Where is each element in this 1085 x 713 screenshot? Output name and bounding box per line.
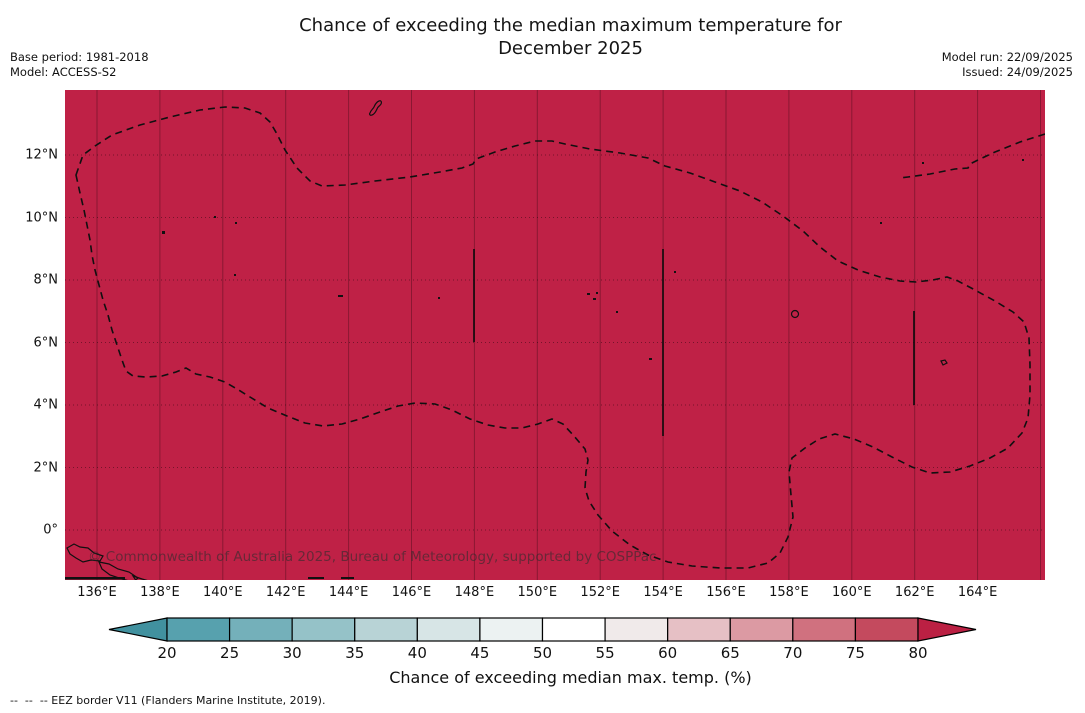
colorbar-segment <box>480 618 543 641</box>
x-tick-label: 162°E <box>895 585 935 600</box>
y-tick-label: 0° <box>43 523 58 538</box>
colorbar-segment <box>230 618 293 641</box>
colorbar-tick-label: 75 <box>846 644 865 662</box>
colorbar-tick-label: 55 <box>596 644 615 662</box>
x-tick-label: 158°E <box>769 585 809 600</box>
colorbar-tick-label: 25 <box>220 644 239 662</box>
colorbar-segment <box>292 618 355 641</box>
colorbar-segment <box>730 618 793 641</box>
atoll-ring-outline <box>792 311 799 318</box>
eez-border-line-northeast <box>900 134 1045 178</box>
colorbar-tick-label: 20 <box>157 644 176 662</box>
forecast-map-page: Chance of exceeding the median maximum t… <box>0 0 1085 713</box>
colorbar-segment <box>167 618 230 641</box>
eez-border-line <box>76 107 1030 568</box>
x-tick-label: 164°E <box>958 585 998 600</box>
colorbar-segment <box>793 618 856 641</box>
issued-text: Issued: 24/09/2025 <box>942 65 1073 80</box>
x-tick-label: 138°E <box>140 585 180 600</box>
colorbar-tick-label: 60 <box>658 644 677 662</box>
colorbar-tick-label: 35 <box>345 644 364 662</box>
x-axis: 136°E 138°E 140°E 142°E 144°E 146°E 148°E 150°E… <box>65 585 1075 605</box>
y-axis: 12°N 10°N 8°N 6°N 4°N 2°N 0° <box>0 90 58 580</box>
graticule-lines <box>65 90 1045 580</box>
copyright-watermark: © Commonwealth of Australia 2025, Bureau… <box>88 549 656 565</box>
meta-right: Model run: 22/09/2025 Issued: 24/09/2025 <box>942 50 1073 80</box>
colorbar-tick-label: 50 <box>533 644 552 662</box>
colorbar-segment <box>605 618 668 641</box>
x-tick-label: 142°E <box>266 585 306 600</box>
model-run-text: Model run: 22/09/2025 <box>942 50 1073 65</box>
x-tick-label: 154°E <box>643 585 683 600</box>
colorbar-tick-label: 65 <box>721 644 740 662</box>
colorbar-tick-label: 80 <box>908 644 927 662</box>
x-tick-label: 150°E <box>518 585 558 600</box>
page-title-line1: Chance of exceeding the median maximum t… <box>28 14 1085 37</box>
x-tick-label: 144°E <box>329 585 369 600</box>
model-text: Model: ACCESS-S2 <box>10 65 149 80</box>
y-tick-label: 10°N <box>25 210 58 225</box>
colorbar-tick-labels: 20 25 30 35 40 45 50 55 60 65 70 75 80 <box>0 644 1085 664</box>
base-period-text: Base period: 1981-2018 <box>10 50 149 65</box>
y-tick-label: 8°N <box>34 273 59 288</box>
colorbar-over-arrow <box>918 618 976 641</box>
colorbar-tick-label: 45 <box>470 644 489 662</box>
x-tick-label: 146°E <box>392 585 432 600</box>
meta-left: Base period: 1981-2018 Model: ACCESS-S2 <box>10 50 149 80</box>
x-tick-label: 156°E <box>706 585 746 600</box>
map-graphics <box>65 90 1045 580</box>
y-tick-label: 12°N <box>25 148 58 163</box>
y-tick-label: 4°N <box>34 398 59 413</box>
eez-internal-boundaries <box>474 249 914 436</box>
x-tick-label: 152°E <box>580 585 620 600</box>
colorbar-segment <box>668 618 731 641</box>
colorbar-under-arrow <box>109 618 167 641</box>
guam-island-outline <box>370 101 382 116</box>
x-tick-label: 136°E <box>77 585 117 600</box>
page-title: Chance of exceeding the median maximum t… <box>28 14 1085 60</box>
colorbar-tick-label: 40 <box>408 644 427 662</box>
y-tick-label: 6°N <box>34 335 59 350</box>
x-tick-label: 140°E <box>203 585 243 600</box>
colorbar-segment <box>855 618 918 641</box>
page-title-line2: December 2025 <box>28 37 1085 60</box>
colorbar-tick-label: 30 <box>283 644 302 662</box>
eez-legend-footnote: -- -- -- EEZ border V11 (Flanders Marine… <box>10 694 325 707</box>
x-tick-label: 148°E <box>455 585 495 600</box>
map-canvas[interactable]: © Commonwealth of Australia 2025, Bureau… <box>65 90 1045 580</box>
colorbar-segment <box>543 618 606 641</box>
y-tick-label: 2°N <box>34 460 59 475</box>
small-island-outline <box>941 360 947 365</box>
x-tick-label: 160°E <box>832 585 872 600</box>
island-outlines <box>65 101 1024 580</box>
colorbar-label: Chance of exceeding median max. temp. (%… <box>28 668 1085 687</box>
colorbar-segment <box>355 618 418 641</box>
colorbar-tick-label: 70 <box>783 644 802 662</box>
colorbar-segment <box>417 618 480 641</box>
